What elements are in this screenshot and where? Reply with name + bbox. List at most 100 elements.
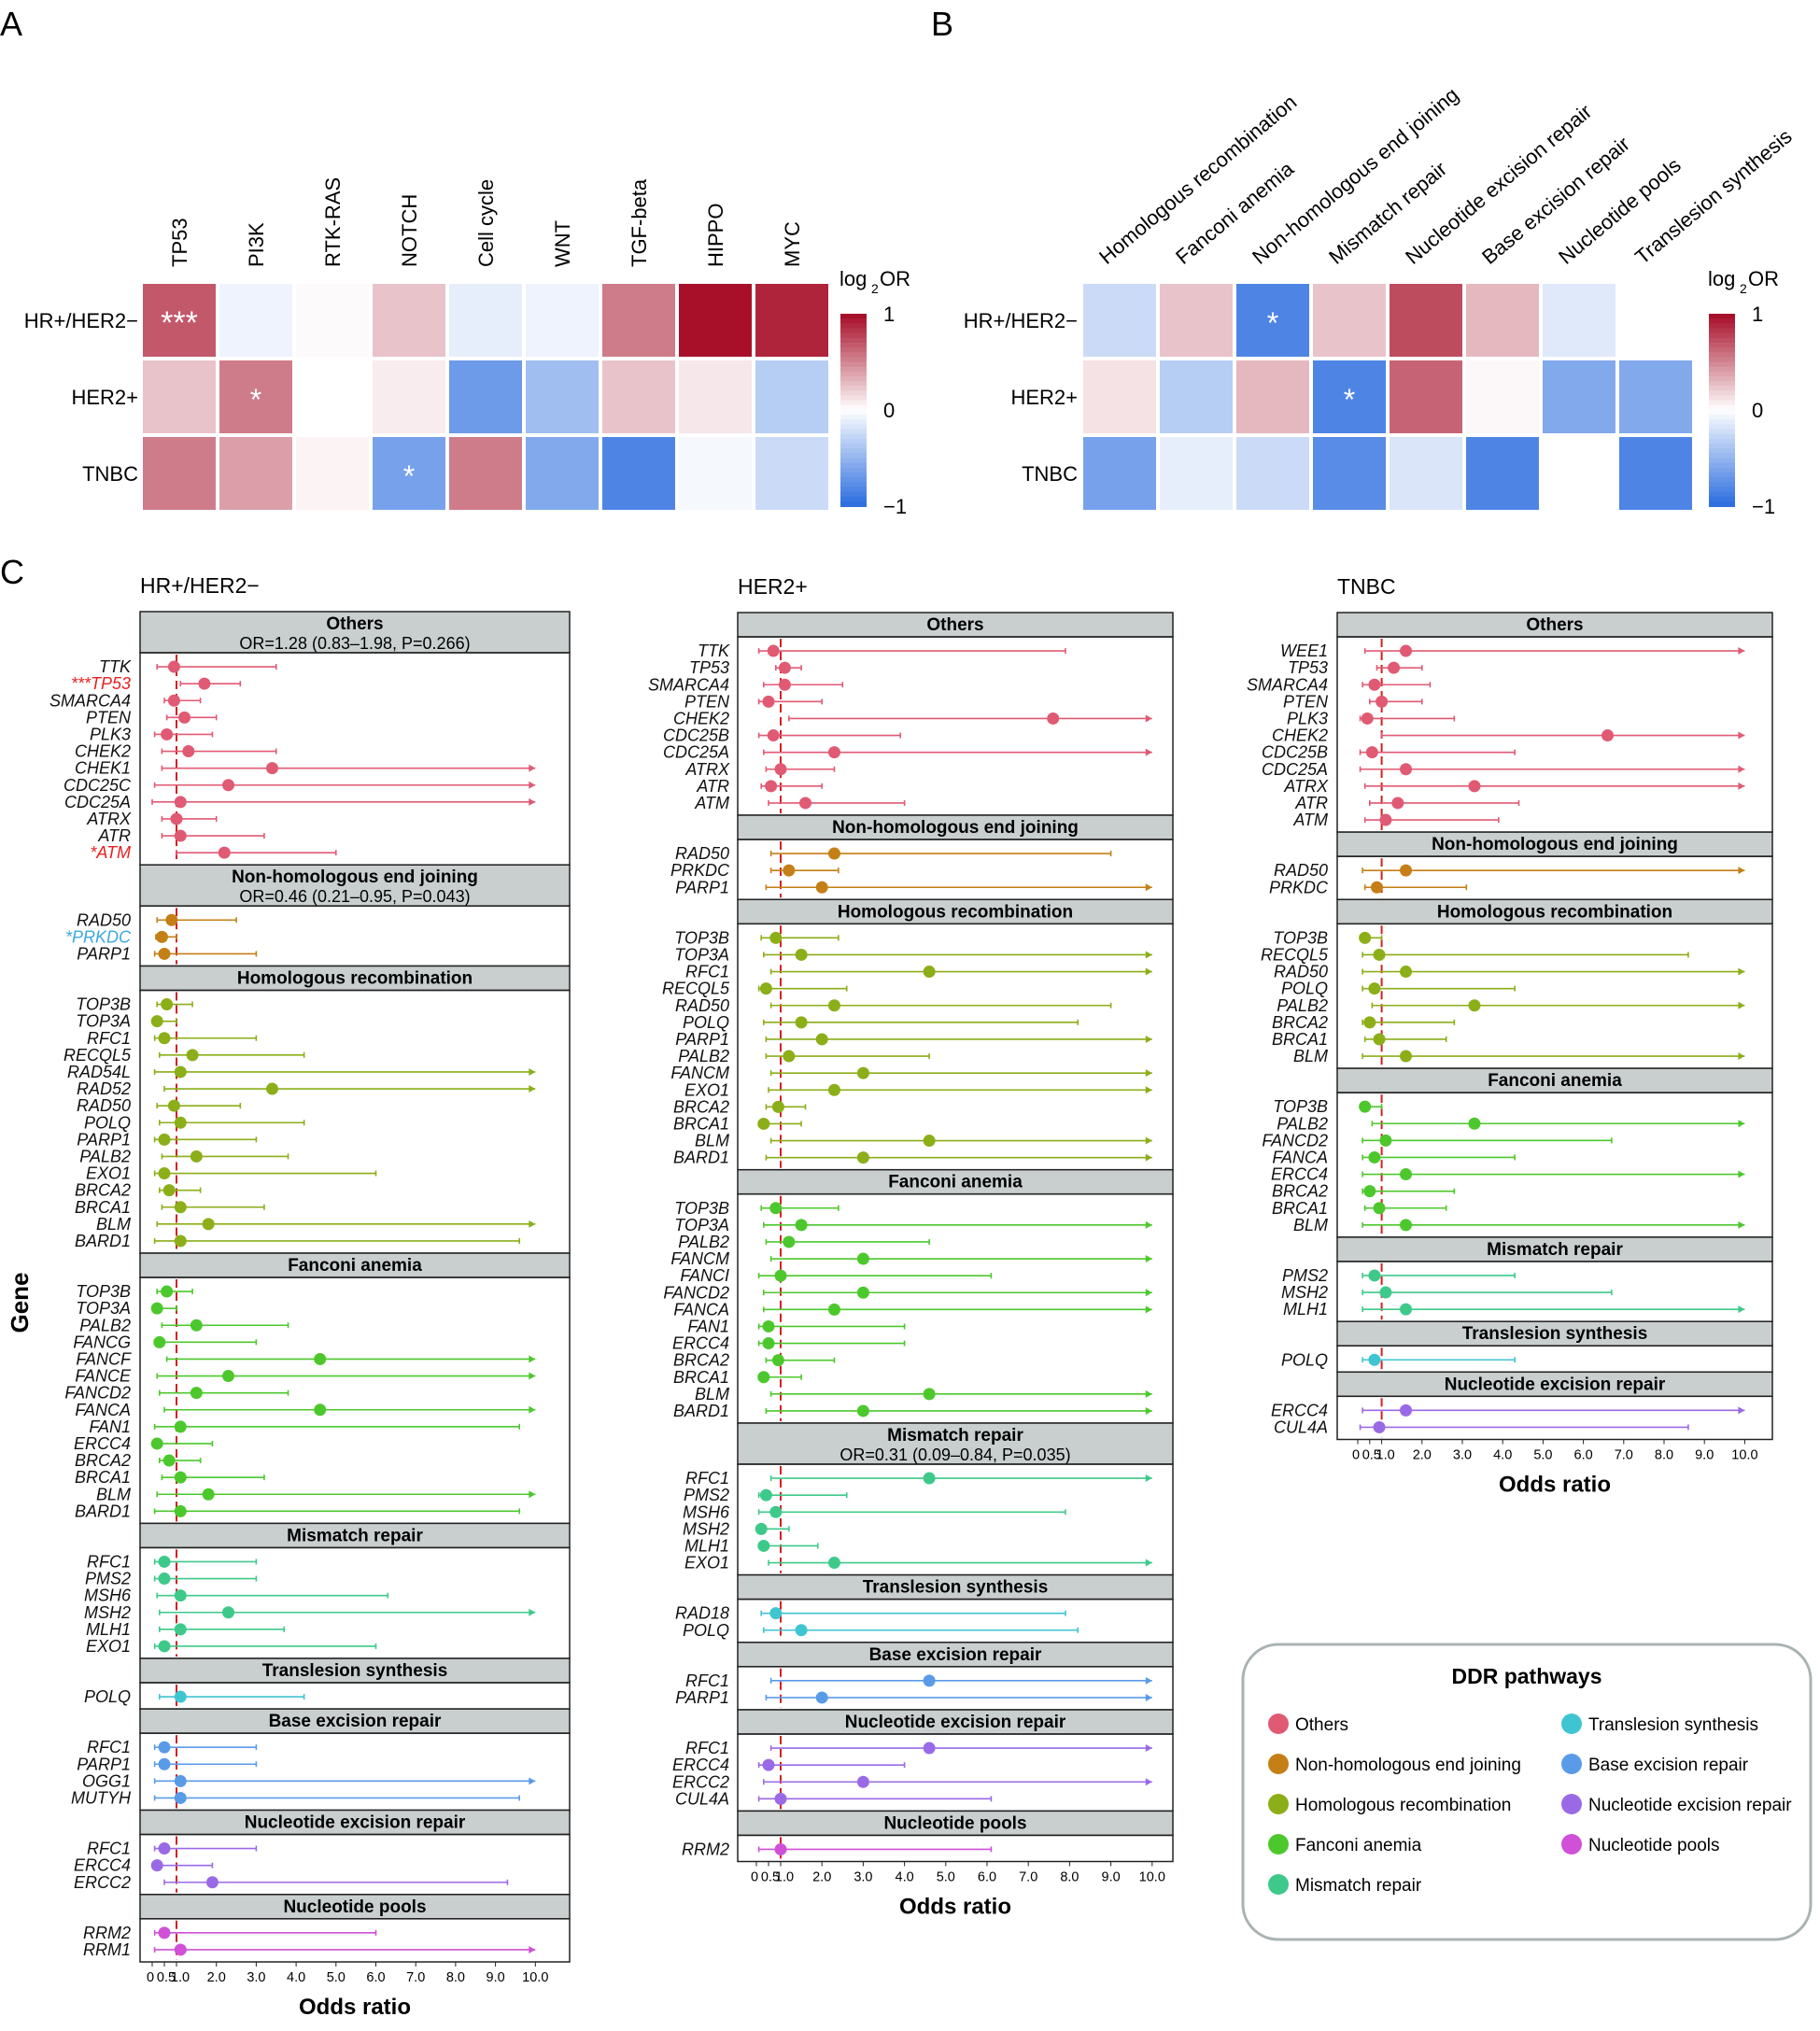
ci-arrow — [1145, 1559, 1152, 1567]
or-point — [827, 847, 840, 860]
legend-gradient-step — [840, 410, 867, 416]
gene-label: RFC1 — [685, 1469, 729, 1488]
or-point — [202, 1488, 215, 1501]
gene-label: POLQ — [683, 1621, 729, 1640]
gene-label: RFC1 — [87, 1840, 131, 1858]
gene-label: *PRKDC — [65, 927, 132, 946]
gene-label: ATR — [696, 777, 729, 796]
legend-gradient-step — [1709, 448, 1735, 455]
gene-label: FANCE — [75, 1367, 132, 1386]
legend-gradient-step — [840, 496, 867, 502]
or-point — [174, 1943, 187, 1956]
group-header — [737, 612, 1174, 638]
or-point — [158, 1640, 171, 1653]
legend-gradient-step — [840, 328, 867, 334]
or-point — [150, 1015, 163, 1028]
gene-label: TOP3A — [76, 1299, 131, 1318]
heatmap-cell — [219, 284, 292, 357]
gene-label: TTK — [698, 642, 730, 660]
group-name: Mismatch repair — [887, 1426, 1023, 1446]
group-header — [139, 1894, 571, 1920]
legend-title-sub: 2 — [871, 281, 879, 296]
gene-label: BLM — [96, 1485, 131, 1503]
ci-arrow — [1145, 1153, 1152, 1162]
ci-arrow — [1145, 1035, 1152, 1043]
or-point — [174, 1065, 187, 1079]
group-header — [737, 1168, 1174, 1195]
or-point — [170, 812, 183, 825]
legend-tick-label: 1 — [1752, 303, 1763, 326]
group-name: Homologous recombination — [237, 969, 473, 989]
group-name: Fanconi anemia — [888, 1173, 1023, 1192]
heatmap-cell — [602, 360, 675, 433]
gene-label: FANCA — [75, 1401, 131, 1419]
gene-label: RAD50 — [675, 996, 729, 1015]
or-point — [158, 947, 171, 960]
gene-label: MSH6 — [84, 1587, 132, 1605]
x-tick-label: 9.0 — [487, 1970, 505, 1985]
heatmap-cell — [1466, 284, 1539, 357]
x-tick-label: 3.0 — [247, 1970, 265, 1985]
legend-gradient-step — [840, 444, 867, 450]
x-tick-label: 3.0 — [854, 1870, 872, 1885]
heatmap-cell — [1236, 437, 1309, 510]
legend-swatch — [1268, 1874, 1289, 1895]
group-header — [139, 611, 571, 654]
panel-label-B: B — [931, 5, 953, 43]
or-point — [265, 762, 278, 775]
ci-arrow — [1145, 748, 1152, 756]
heatmap-cell — [526, 360, 599, 433]
legend-gradient-step — [840, 419, 867, 426]
group-name: Base excision repair — [869, 1645, 1042, 1665]
x-tick-label: 2.0 — [207, 1970, 226, 1985]
legend-gradient-step — [840, 458, 867, 464]
panel-label-A: A — [0, 5, 22, 43]
or-point — [827, 1083, 840, 1096]
or-point — [757, 1117, 770, 1130]
legend-gradient-step — [840, 366, 867, 373]
or-point — [759, 982, 772, 995]
or-point — [1363, 1016, 1376, 1029]
gene-label: PARP1 — [77, 944, 131, 963]
or-point — [1400, 1168, 1413, 1181]
gene-label: BLM — [96, 1215, 131, 1234]
legend-swatch — [1561, 1834, 1582, 1855]
or-point — [161, 998, 174, 1011]
gene-label: BLM — [695, 1132, 729, 1150]
heatmap-cell — [1083, 284, 1156, 357]
x-tick-label: 6.0 — [366, 1970, 385, 1985]
gene-label: BRCA1 — [673, 1114, 729, 1133]
gene-label: PTEN — [1283, 692, 1329, 711]
or-point — [1379, 1134, 1392, 1147]
gene-label: CDC25A — [64, 793, 131, 811]
x-tick-label: 8.0 — [446, 1970, 465, 1985]
or-point — [150, 1437, 163, 1450]
ci-arrow — [529, 1777, 536, 1785]
gene-label: RFC1 — [685, 1671, 729, 1690]
gene-label: BRCA2 — [75, 1181, 131, 1200]
or-point — [162, 1454, 176, 1467]
x-tick-label: 9.0 — [1102, 1870, 1121, 1885]
or-point — [174, 1774, 187, 1787]
group-panel — [1336, 855, 1773, 901]
group-panel — [1336, 1092, 1773, 1238]
gene-label: PALB2 — [79, 1147, 131, 1165]
legend-gradient-step — [840, 453, 867, 459]
x-tick-label: 7.0 — [406, 1970, 425, 1985]
legend-gradient-step — [1709, 375, 1735, 383]
legend-gradient-step — [840, 375, 867, 383]
legend-gradient-step — [1709, 472, 1735, 479]
heatmap-cell — [143, 360, 216, 433]
ci-arrow — [1145, 1676, 1152, 1685]
group-name: Fanconi anemia — [1488, 1071, 1622, 1091]
or-point — [1379, 1286, 1392, 1299]
or-point — [778, 678, 791, 691]
gene-label: ATRX — [86, 810, 132, 828]
or-point — [795, 1016, 808, 1029]
group-name: Nucleotide pools — [883, 1813, 1026, 1833]
or-point — [222, 779, 235, 792]
heatmap-cell — [755, 437, 828, 510]
legend-gradient-step — [840, 390, 867, 397]
legend-gradient-step — [1709, 458, 1735, 464]
